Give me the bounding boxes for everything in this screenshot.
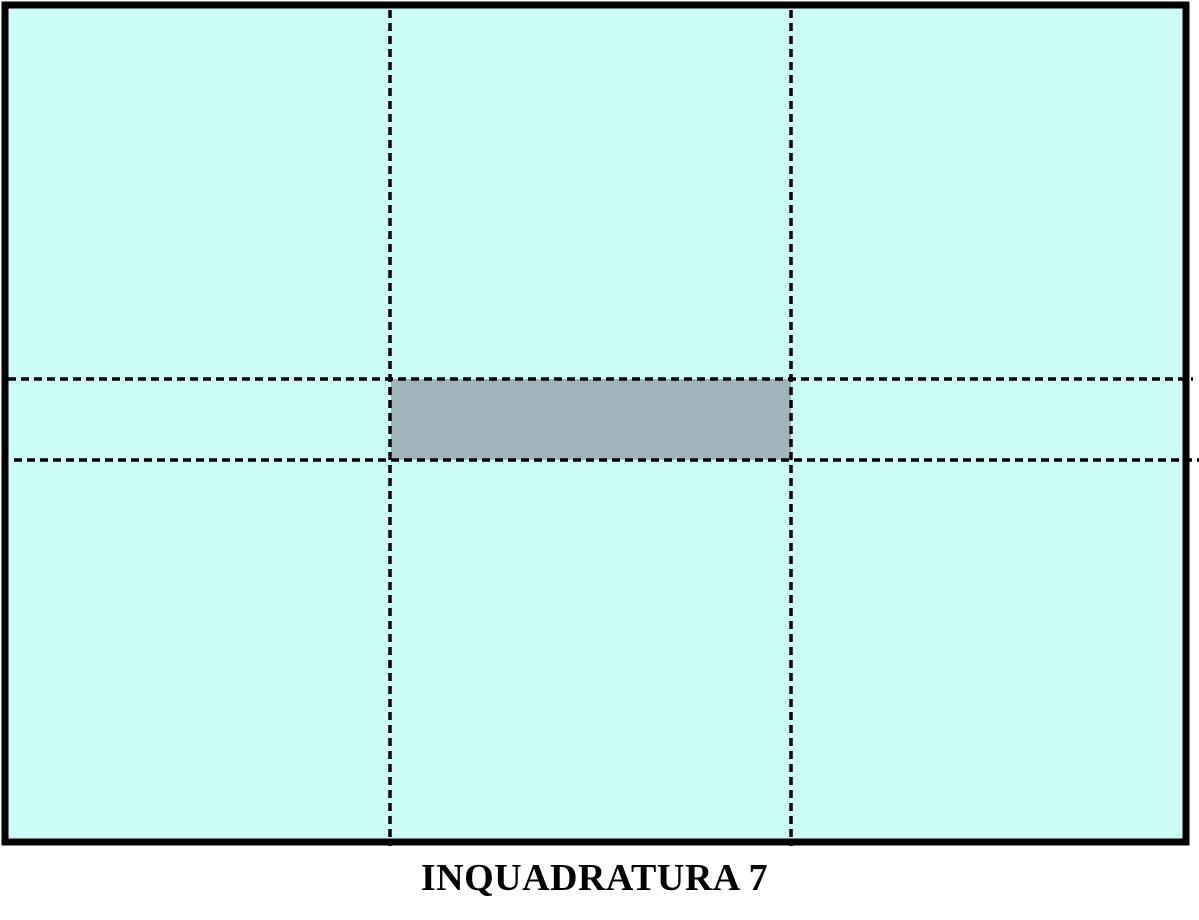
diagram-caption: INQUADRATURA 7: [420, 857, 769, 899]
highlighted-cell: [391, 379, 791, 460]
